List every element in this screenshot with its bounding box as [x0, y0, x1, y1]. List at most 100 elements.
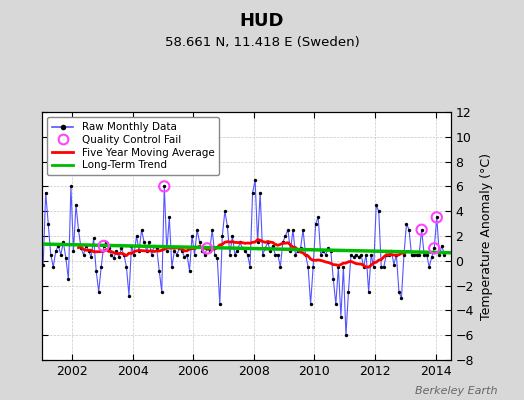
- Point: [175, 245, 183, 252]
- Point: [211, 252, 219, 258]
- Point: [329, 276, 337, 282]
- Y-axis label: Temperature Anomaly (°C): Temperature Anomaly (°C): [479, 152, 493, 320]
- Point: [377, 264, 386, 270]
- Point: [90, 235, 98, 242]
- Point: [395, 289, 403, 295]
- Point: [100, 243, 108, 249]
- Point: [82, 243, 90, 249]
- Point: [140, 239, 148, 246]
- Point: [435, 252, 443, 258]
- Point: [203, 245, 211, 252]
- Point: [94, 289, 103, 295]
- Point: [119, 252, 128, 258]
- Point: [354, 254, 363, 260]
- Point: [418, 226, 426, 233]
- Point: [223, 223, 232, 229]
- Point: [39, 261, 47, 268]
- Point: [87, 254, 95, 260]
- Point: [286, 248, 294, 254]
- Point: [326, 248, 335, 254]
- Point: [276, 264, 285, 270]
- Point: [155, 268, 163, 274]
- Point: [405, 226, 413, 233]
- Point: [307, 301, 315, 308]
- Point: [430, 245, 439, 252]
- Point: [137, 226, 146, 233]
- Point: [198, 248, 206, 254]
- Point: [339, 264, 347, 270]
- Point: [375, 208, 383, 214]
- Point: [433, 214, 441, 221]
- Text: Berkeley Earth: Berkeley Earth: [416, 386, 498, 396]
- Point: [379, 264, 388, 270]
- Point: [367, 252, 375, 258]
- Point: [258, 252, 267, 258]
- Point: [365, 289, 373, 295]
- Point: [350, 254, 358, 260]
- Point: [334, 264, 343, 270]
- Point: [243, 252, 252, 258]
- Point: [231, 252, 239, 258]
- Point: [422, 252, 431, 258]
- Point: [125, 292, 133, 299]
- Point: [47, 252, 55, 258]
- Point: [147, 252, 156, 258]
- Point: [67, 183, 75, 190]
- Point: [162, 248, 171, 254]
- Point: [160, 183, 169, 190]
- Point: [297, 245, 305, 252]
- Point: [428, 254, 436, 260]
- Point: [160, 183, 169, 190]
- Point: [387, 248, 396, 254]
- Point: [215, 301, 224, 308]
- Point: [117, 245, 126, 252]
- Point: [221, 208, 229, 214]
- Point: [390, 261, 398, 268]
- Point: [392, 252, 400, 258]
- Point: [233, 248, 242, 254]
- Point: [362, 252, 370, 258]
- Point: [400, 252, 408, 258]
- Point: [57, 252, 65, 258]
- Point: [205, 248, 214, 254]
- Point: [41, 190, 50, 196]
- Point: [266, 248, 275, 254]
- Point: [357, 252, 365, 258]
- Point: [264, 239, 272, 246]
- Point: [228, 233, 237, 239]
- Point: [291, 252, 300, 258]
- Point: [62, 255, 70, 262]
- Point: [283, 226, 292, 233]
- Point: [294, 248, 302, 254]
- Point: [112, 248, 121, 254]
- Point: [79, 252, 88, 258]
- Point: [344, 289, 353, 295]
- Point: [415, 252, 423, 258]
- Point: [97, 264, 105, 270]
- Point: [241, 248, 249, 254]
- Point: [269, 243, 277, 249]
- Point: [251, 177, 259, 183]
- Point: [170, 248, 179, 254]
- Point: [84, 248, 93, 254]
- Point: [301, 252, 310, 258]
- Point: [412, 252, 421, 258]
- Point: [382, 252, 390, 258]
- Point: [168, 264, 176, 270]
- Point: [180, 254, 189, 260]
- Point: [59, 239, 68, 246]
- Point: [213, 255, 222, 262]
- Point: [54, 243, 62, 249]
- Point: [51, 248, 60, 254]
- Point: [218, 233, 226, 239]
- Point: [440, 252, 449, 258]
- Point: [314, 214, 322, 221]
- Point: [289, 226, 297, 233]
- Point: [143, 248, 151, 254]
- Point: [49, 264, 58, 270]
- Point: [92, 268, 101, 274]
- Point: [183, 252, 191, 258]
- Point: [133, 233, 141, 239]
- Point: [238, 245, 247, 252]
- Point: [195, 239, 204, 246]
